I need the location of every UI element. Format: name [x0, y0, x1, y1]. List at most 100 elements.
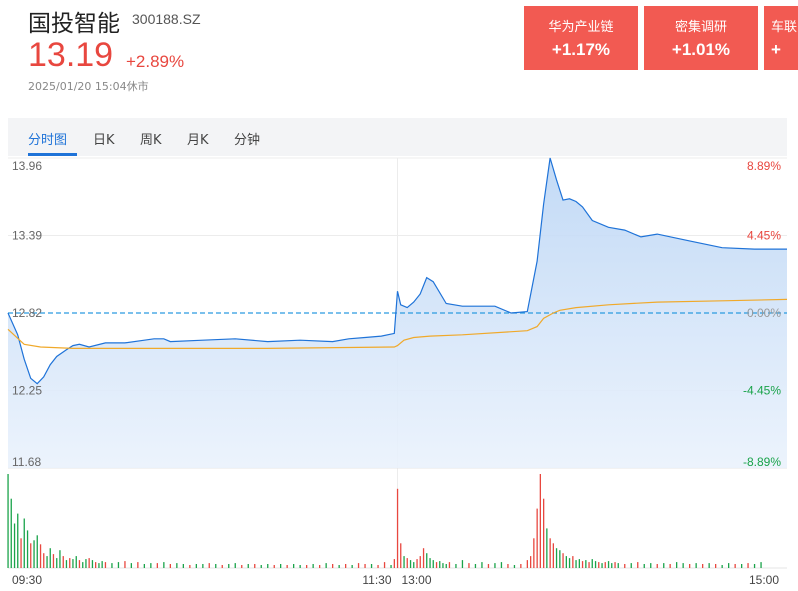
volume-bar — [513, 565, 516, 568]
volume-bar — [536, 508, 538, 568]
sector-card-research[interactable]: 密集调研 +1.01% — [644, 6, 758, 70]
volume-bar — [312, 564, 314, 568]
volume-bar — [581, 561, 584, 568]
volume-bar — [143, 564, 145, 568]
volume-bar — [390, 565, 392, 568]
volume-bar — [539, 474, 541, 568]
intraday-chart[interactable]: 13.96 13.39 12.82 12.25 11.68 8.89% 4.45% 0.00%… — [0, 156, 798, 591]
volume-bar — [530, 556, 532, 568]
price-line — [7, 157, 787, 385]
volume-bar — [104, 562, 107, 568]
volume-bar — [137, 562, 139, 568]
x-tick-label: 13:00 — [402, 573, 432, 587]
sector-change: +1.01% — [671, 40, 731, 59]
volume-bar — [247, 564, 249, 568]
volume-bar — [78, 560, 81, 568]
volume-bar — [728, 563, 730, 568]
volume-bar — [101, 561, 103, 568]
volume-bar — [422, 548, 425, 568]
volume-bar — [91, 560, 94, 568]
volume-bar — [293, 564, 295, 568]
volume-bar — [708, 563, 710, 568]
tab-monthly-k[interactable]: 月K — [187, 133, 209, 148]
volume-bar — [357, 563, 360, 568]
volume-bar — [88, 558, 90, 568]
volume-bar — [669, 564, 671, 568]
volume-bar — [319, 565, 321, 568]
volume-bar — [439, 561, 441, 568]
volume-bar — [98, 563, 100, 568]
sector-card-auto[interactable]: 车联 + — [764, 6, 798, 70]
volume-bar — [617, 563, 619, 568]
price-area — [8, 158, 787, 468]
volume-bar — [416, 559, 418, 568]
volume-bar — [702, 564, 704, 568]
volume-bar — [611, 563, 613, 568]
volume-bar — [163, 562, 165, 568]
volume-bar — [43, 553, 45, 568]
sector-card-huawei[interactable]: 华为产业链 +1.17% — [524, 6, 638, 70]
volume-bar — [575, 560, 577, 568]
volume-bar — [650, 563, 652, 568]
volume-bar — [507, 564, 509, 568]
volume-bar — [82, 562, 84, 568]
volume-bar — [332, 564, 334, 568]
volume-bar — [72, 559, 74, 568]
volume-bar — [747, 563, 749, 568]
volume-bar — [474, 564, 477, 568]
volume-bar — [215, 564, 217, 568]
volume-bar — [753, 564, 756, 568]
volume-bar — [260, 565, 262, 568]
volume-bar — [7, 474, 9, 568]
volume-bar — [59, 550, 61, 568]
volume-bar — [604, 562, 606, 568]
volume-bar — [468, 563, 470, 568]
volume-bar — [520, 564, 522, 568]
volume-bar — [741, 564, 743, 568]
volume-bar — [481, 562, 483, 568]
active-tab-indicator — [28, 153, 77, 156]
tab-minute[interactable]: 分钟 — [234, 133, 261, 148]
volume-bar — [221, 565, 223, 568]
volume-bar — [637, 562, 639, 568]
volume-bar — [594, 561, 597, 568]
volume-bar — [130, 563, 132, 568]
tab-intraday[interactable]: 分时图 — [28, 133, 68, 148]
y-pct-tick-label: -8.89% — [743, 455, 781, 469]
volume-bar — [65, 560, 68, 568]
volume-bar — [601, 563, 603, 568]
volume-bar — [117, 562, 120, 568]
volume-bar — [33, 540, 35, 568]
volume-bar — [228, 564, 230, 568]
volume-bar — [377, 565, 379, 568]
volume-bar — [280, 564, 282, 568]
volume-bar — [500, 562, 503, 568]
volume-bar — [111, 563, 113, 568]
sector-name: 密集调研 — [674, 20, 727, 35]
volume-bar — [26, 530, 29, 568]
volume-bar — [543, 498, 545, 568]
volume-bar — [156, 563, 158, 568]
volume-bar — [448, 562, 451, 568]
tab-daily-k[interactable]: 日K — [93, 133, 115, 148]
x-tick-label: 11:30 — [362, 573, 391, 587]
volume-bar — [299, 565, 301, 568]
volume-bar — [734, 564, 736, 568]
y-tick-label: 12.82 — [12, 306, 42, 320]
tab-weekly-k[interactable]: 周K — [140, 133, 162, 148]
volume-bar — [393, 559, 395, 568]
volume-bar — [585, 560, 587, 568]
y-pct-tick-label: -4.45% — [743, 384, 781, 398]
volume-bar — [565, 556, 567, 568]
volume-bar — [445, 564, 447, 568]
volume-bar — [286, 565, 288, 568]
volume-bar — [370, 564, 373, 568]
sector-change: + — [771, 40, 781, 59]
volume-bar — [124, 561, 126, 568]
volume-bar — [406, 558, 408, 568]
volume-bar — [568, 558, 571, 568]
volume-bar — [254, 564, 256, 568]
chart-tabs: 分时图 日K 周K 月K 分钟 — [8, 118, 787, 156]
volume-bar — [624, 564, 626, 568]
change-percent: +2.89% — [126, 52, 185, 71]
